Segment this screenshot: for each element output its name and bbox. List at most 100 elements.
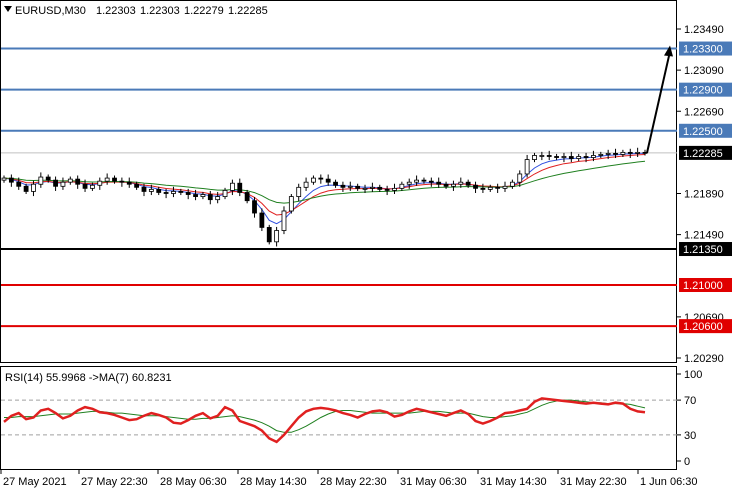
candle-body <box>568 156 574 159</box>
time-tick-label: 1 Jun 06:30 <box>640 476 698 488</box>
candle-body <box>82 183 88 189</box>
candle-body <box>340 184 346 188</box>
candle-body <box>377 186 383 190</box>
candle-body <box>244 192 250 202</box>
candle-body <box>67 178 73 183</box>
candle-body <box>421 179 427 182</box>
rsi-ma-line <box>4 399 646 433</box>
time-tick-label: 28 May 06:30 <box>160 476 227 488</box>
candle-body <box>620 151 626 155</box>
candle-body <box>627 151 633 154</box>
candle-body <box>524 159 530 175</box>
candle-body <box>303 181 309 188</box>
candle-body <box>8 177 14 183</box>
candle-body <box>259 212 265 228</box>
candle-body <box>369 186 375 189</box>
candle-body <box>465 181 471 186</box>
level-label-box <box>679 82 732 97</box>
candle-body <box>38 176 44 185</box>
price-tick-label: 1.23490 <box>684 24 724 36</box>
price-tick-label: 1.20290 <box>684 353 724 365</box>
current-price-label: 1.22285 <box>683 148 723 160</box>
rsi-tick-label: 70 <box>684 395 696 407</box>
candle-body <box>237 182 243 193</box>
symbol-title: EURUSD,M30 <box>15 5 86 17</box>
candle-body <box>75 178 81 185</box>
candle-body <box>539 155 545 157</box>
candle-body <box>451 183 456 187</box>
time-tick-label: 28 May 22:30 <box>320 476 387 488</box>
ohlc-close: 1.22285 <box>228 5 268 17</box>
level-label: 1.21000 <box>683 280 723 292</box>
time-tick-label: 31 May 14:30 <box>480 476 547 488</box>
candle-body <box>60 181 66 187</box>
time-tick-label: 31 May 22:30 <box>560 476 627 488</box>
candle-body <box>406 181 412 185</box>
candle-body <box>362 187 368 190</box>
rsi-line <box>3 397 646 444</box>
candle-body <box>163 192 169 194</box>
candle-body <box>252 200 257 214</box>
candle-body <box>311 177 316 183</box>
level-label-box <box>679 41 732 56</box>
candle-body <box>1 177 7 181</box>
price-tick-label: 1.23090 <box>684 65 724 77</box>
candle-body <box>605 153 611 155</box>
time-tick-label: 28 May 14:30 <box>240 476 307 488</box>
current-price-box <box>679 145 732 160</box>
ohlc-high: 1.22303 <box>140 5 180 17</box>
candle-body <box>119 180 125 183</box>
candle-body <box>399 183 405 189</box>
candle-body <box>333 181 338 186</box>
price-tick-label: 1.21490 <box>684 230 724 242</box>
candle-body <box>193 194 198 197</box>
candle-body <box>355 185 361 189</box>
ohlc-low: 1.22279 <box>184 5 224 17</box>
rsi-tick-label: 30 <box>684 430 696 442</box>
mid-ma-line <box>3 154 646 216</box>
candle-body <box>458 181 464 185</box>
price-tick-label: 1.22690 <box>684 106 724 118</box>
level-label: 1.22500 <box>683 126 723 138</box>
candle-body <box>141 186 147 192</box>
candle-body <box>502 185 508 189</box>
candle-body <box>53 179 58 187</box>
level-label-box <box>679 242 732 257</box>
candle-body <box>200 194 206 197</box>
candle-body <box>104 177 110 182</box>
candle-body <box>16 181 22 187</box>
forecast-arrow-shaft <box>646 51 671 154</box>
dropdown-triangle-icon[interactable] <box>4 6 12 12</box>
levels-layer <box>1 47 677 328</box>
candle-body <box>561 156 567 158</box>
candle-body <box>281 210 287 231</box>
candle-body <box>90 184 95 189</box>
candle-body <box>185 192 191 195</box>
candle-body <box>97 180 103 186</box>
ohlc-open: 1.22303 <box>96 5 136 17</box>
candle-body <box>598 154 604 156</box>
candle-body <box>576 156 582 159</box>
candle-body <box>414 179 419 183</box>
candle-body <box>171 191 176 194</box>
candle-body <box>178 191 184 193</box>
candle-body <box>288 196 294 212</box>
candle-body <box>45 176 51 181</box>
candle-body <box>495 186 501 189</box>
candle-body <box>532 155 537 160</box>
time-tick-label: 27 May 22:30 <box>81 476 148 488</box>
candle-body <box>480 187 486 190</box>
rsi-panel <box>0 366 677 470</box>
candle-body <box>266 227 272 243</box>
candle-body <box>207 194 213 201</box>
level-label: 1.23300 <box>683 44 723 56</box>
rsi-tick-label: 100 <box>684 369 702 381</box>
forecast-arrow-head <box>664 45 673 57</box>
rsi-title: RSI(14) 55.9968 ->MA(7) 60.8231 <box>5 372 172 384</box>
candle-body <box>325 178 331 183</box>
candle-body <box>215 196 221 201</box>
level-label: 1.22900 <box>683 85 723 97</box>
candle-body <box>274 230 280 243</box>
candle-body <box>230 182 235 191</box>
